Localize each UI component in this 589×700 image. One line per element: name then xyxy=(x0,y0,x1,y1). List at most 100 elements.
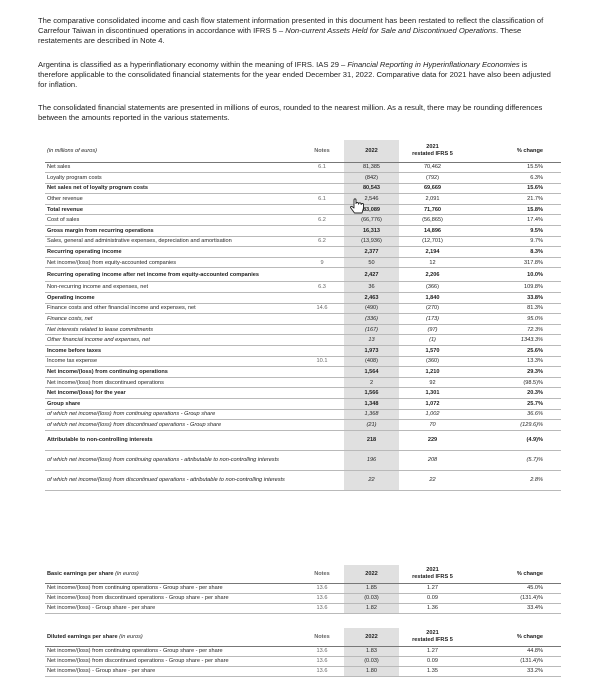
percent-change: 6.3% xyxy=(466,172,561,184)
value-2022: 1.85 xyxy=(344,583,399,594)
percent-change: 36.6% xyxy=(466,409,561,421)
value-2021: 1.27 xyxy=(399,583,466,594)
value-2021: 1,840 xyxy=(399,292,466,304)
value-2022: 50 xyxy=(344,257,399,269)
year-2021-column-header: 2021 restated IFRS 5 xyxy=(399,565,466,584)
table-row: Cost of sales 6.2 (66,776) (56,865) 17.4% xyxy=(45,214,561,227)
row-label: Finance costs, net xyxy=(45,313,300,325)
value-2021: (56,865) xyxy=(399,214,466,227)
table-row: Net sales net of loyalty program costs 80… xyxy=(45,183,561,195)
value-2021: 1,002 xyxy=(399,409,466,421)
table-row: of which net income/(loss) from continui… xyxy=(45,409,561,421)
table-row: of which net income/(loss) from disconti… xyxy=(45,419,561,431)
row-note xyxy=(300,204,344,216)
value-2022: (842) xyxy=(344,172,399,184)
row-label: Total revenue xyxy=(45,204,300,216)
value-2022: 2,427 xyxy=(344,267,399,283)
percent-change: 10.0% xyxy=(466,267,561,283)
row-label: Attributable to non-controlling interest… xyxy=(45,430,300,451)
percent-change: 33.8% xyxy=(466,292,561,304)
table-row: Net income/(loss) from continuing operat… xyxy=(45,366,561,378)
row-note xyxy=(300,387,344,399)
value-2022: 81,385 xyxy=(344,162,399,174)
table-row: of which net income/(loss) from continui… xyxy=(45,450,561,471)
percent-change: 317.8% xyxy=(466,257,561,269)
value-2021: (360) xyxy=(399,356,466,368)
value-2022: 1,368 xyxy=(344,409,399,421)
row-note xyxy=(300,398,344,410)
row-note: 13.6 xyxy=(300,603,344,614)
value-2021: 1.27 xyxy=(399,646,466,657)
value-2021: 0.09 xyxy=(399,656,466,667)
row-label: Net income/(loss) for the year xyxy=(45,387,300,399)
value-2021: 70 xyxy=(399,419,466,431)
table-row: Net income/(loss) from discontinued oper… xyxy=(45,656,561,667)
value-2022: (0.03) xyxy=(344,656,399,667)
year-2021-column-header: 2021 restated IFRS 5 xyxy=(399,628,466,647)
value-2021: 2,194 xyxy=(399,246,466,258)
value-2021: 22 xyxy=(399,470,466,491)
value-2021: (366) xyxy=(399,281,466,294)
row-note: 14.6 xyxy=(300,303,344,315)
row-label: Net income/(loss) from continuing operat… xyxy=(45,646,300,657)
percent-change: 45.0% xyxy=(466,583,561,594)
row-note xyxy=(300,172,344,184)
value-2021: 1,570 xyxy=(399,345,466,357)
table-unit-caption: (in millions of euros) xyxy=(45,140,300,163)
table-row: Gross margin from recurring operations 16… xyxy=(45,225,561,237)
value-2021: 229 xyxy=(399,430,466,451)
value-2022: (167) xyxy=(344,324,399,336)
year-2022-column-header: 2022 xyxy=(344,628,399,647)
value-2022: 196 xyxy=(344,450,399,471)
table-row: Total revenue 83,089 71,760 15.8% xyxy=(45,204,561,216)
percent-change: 21.7% xyxy=(466,193,561,205)
percent-change: 9.7% xyxy=(466,236,561,248)
value-2022: 80,543 xyxy=(344,183,399,195)
table-row: Net income/(loss) from continuing operat… xyxy=(45,646,561,657)
row-note: 13.6 xyxy=(300,593,344,604)
row-note: 9 xyxy=(300,257,344,269)
percent-change: 95.0% xyxy=(466,313,561,325)
change-column-header: % change xyxy=(466,140,561,163)
value-2022: 2,546 xyxy=(344,193,399,205)
value-2021: (1) xyxy=(399,334,466,346)
percent-change: 72.3% xyxy=(466,324,561,336)
value-2022: 1,564 xyxy=(344,366,399,378)
row-note xyxy=(300,377,344,389)
row-note: 6.2 xyxy=(300,236,344,248)
row-note xyxy=(300,313,344,325)
table-row: Net interests related to lease commitmen… xyxy=(45,324,561,336)
value-2022: 13 xyxy=(344,334,399,346)
percent-change: 9.5% xyxy=(466,225,561,237)
table-row: Net income/(loss) from equity-accounted … xyxy=(45,257,561,269)
table-row: Income tax expense 10.1 (408) (360) 13.3% xyxy=(45,356,561,368)
percent-change: 8.3% xyxy=(466,246,561,258)
change-column-header: % change xyxy=(466,565,561,584)
row-note xyxy=(300,366,344,378)
table-row: Net income/(loss) - Group share - per sh… xyxy=(45,603,561,614)
value-2022: 1.80 xyxy=(344,666,399,677)
row-label: Group share xyxy=(45,398,300,410)
table-row: of which net income/(loss) from disconti… xyxy=(45,470,561,491)
percent-change: (98.5)% xyxy=(466,377,561,389)
percent-change: 109.8% xyxy=(466,281,561,294)
row-note xyxy=(300,246,344,258)
row-note: 6.1 xyxy=(300,162,344,174)
value-2021: (173) xyxy=(399,313,466,325)
row-label: Sales, general and administrative expens… xyxy=(45,236,300,248)
table-row: Net income/(loss) from continuing operat… xyxy=(45,583,561,594)
row-label: Net income/(loss) from equity-accounted … xyxy=(45,257,300,269)
value-2022: 218 xyxy=(344,430,399,451)
value-2021: (792) xyxy=(399,172,466,184)
value-2021: 0.09 xyxy=(399,593,466,604)
table-row: Net income/(loss) from discontinued oper… xyxy=(45,377,561,389)
value-2022: (490) xyxy=(344,303,399,315)
table-row: Income before taxes 1,973 1,570 25.6% xyxy=(45,345,561,357)
row-note xyxy=(300,345,344,357)
table-row: Recurring operating income 2,377 2,194 8.3% xyxy=(45,246,561,258)
row-label: Net income/(loss) - Group share - per sh… xyxy=(45,603,300,614)
value-2021: 1,301 xyxy=(399,387,466,399)
percent-change: 33.4% xyxy=(466,603,561,614)
row-label: Net interests related to lease commitmen… xyxy=(45,324,300,336)
percent-change: 15.5% xyxy=(466,162,561,174)
